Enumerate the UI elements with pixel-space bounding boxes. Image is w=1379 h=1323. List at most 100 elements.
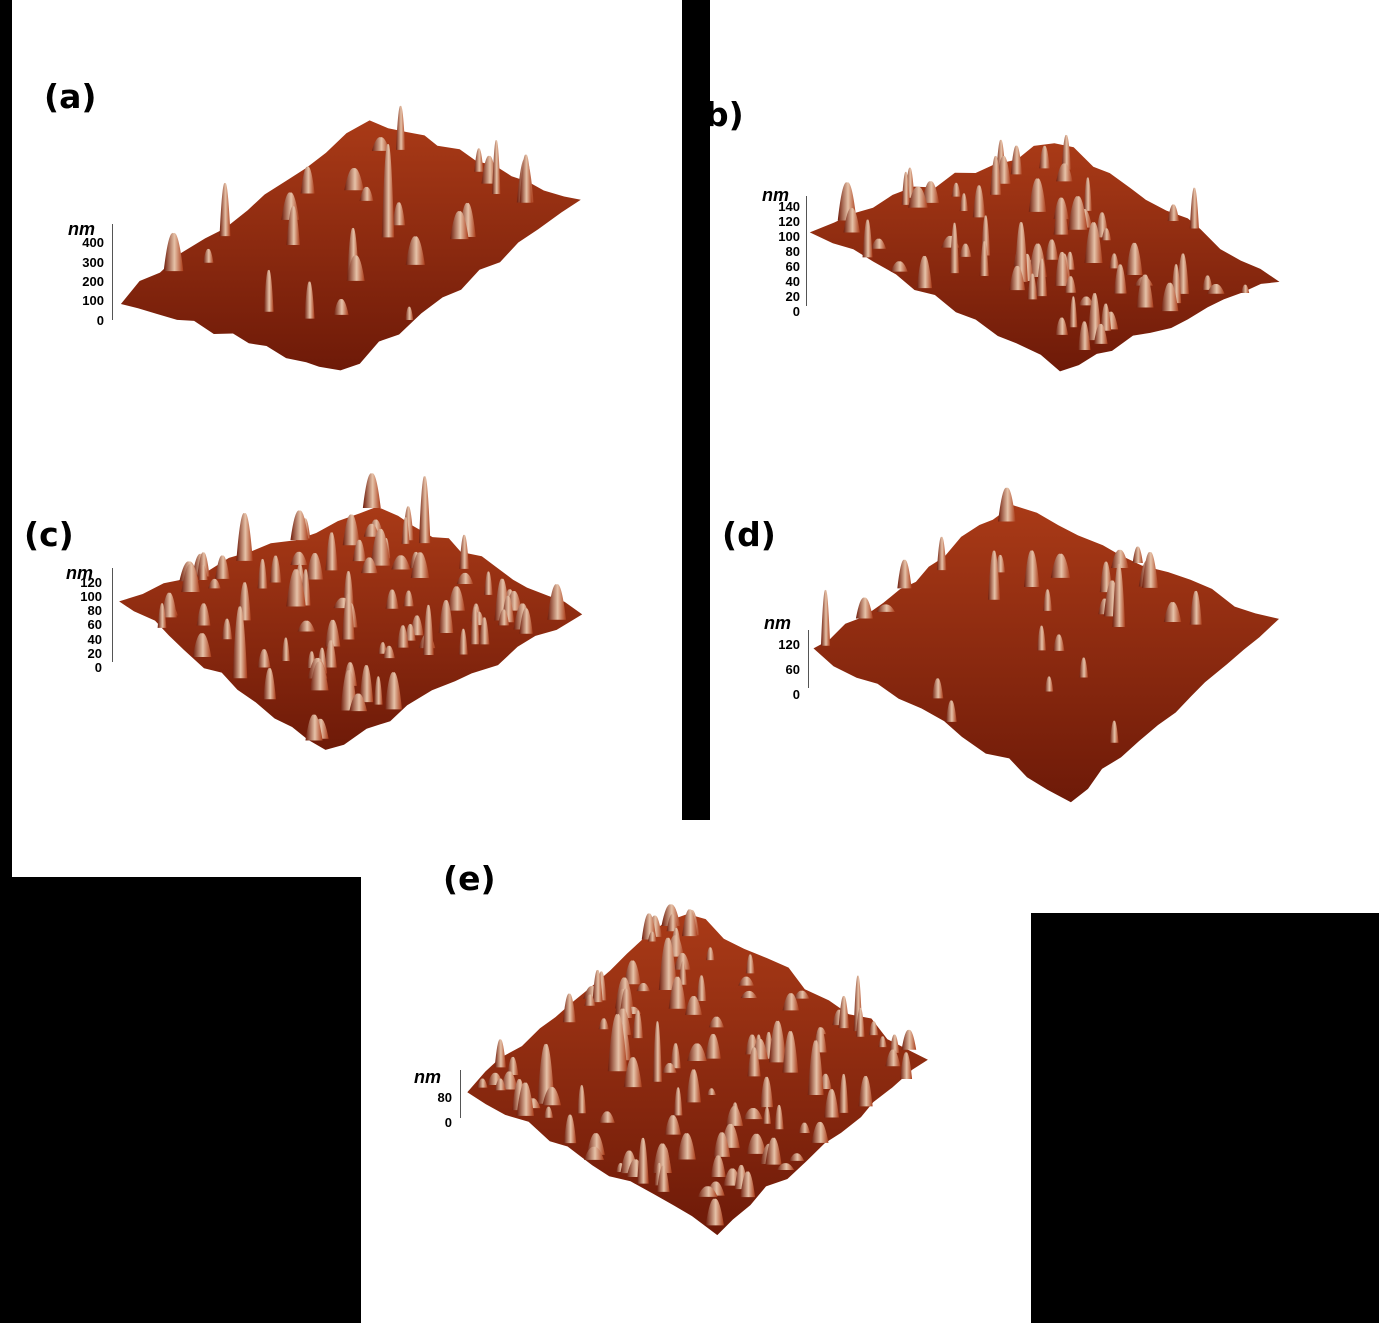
surface-peak [542,1086,562,1106]
surface-peak [710,1155,726,1177]
surface-peak [697,1186,718,1197]
surface-peak [342,514,360,546]
surface-peak [890,261,908,272]
surface-peak [371,137,390,151]
surface-peak [203,248,214,263]
surface-peak [637,1137,649,1184]
surface-peak [373,676,383,705]
z-tick-b-0: 0 [792,304,800,319]
surface-peak [403,590,414,607]
surface-peak [519,608,533,634]
surface-peak [458,628,468,655]
surface-peak [678,961,687,985]
surface-peak [687,1043,707,1061]
surface-peak [361,557,378,574]
surface-peak [706,947,715,961]
surface-peak [500,1071,518,1090]
surface-peak [647,931,657,942]
surface-peak [743,1108,763,1120]
surface-peak [363,523,380,537]
surface-peak [547,584,567,620]
z-tick-c-20: 20 [87,646,102,661]
surface-peak [674,952,691,970]
surface-peak [936,536,947,571]
surface-peak [662,1063,677,1073]
surface-peak [871,238,887,249]
surface-peak [798,1122,811,1134]
surface-peak [1053,634,1065,651]
surface-peak [624,960,641,985]
surface-peak [577,1084,587,1114]
surface-peak [405,236,425,265]
surface-peak [774,1104,784,1130]
surface-peak [392,202,406,226]
surface-peak [304,281,315,319]
surface-peak [945,700,957,722]
surface-peak [681,909,698,937]
surface-peak [1053,201,1069,235]
surface-peak [1207,283,1225,294]
surface-peak [658,937,678,990]
surface-peak [1189,187,1199,229]
surface-peak [192,633,212,658]
surface-peak [768,1020,787,1063]
surface-peak [498,609,510,626]
surface-peak [843,208,860,233]
surface-peak [281,637,290,662]
surface-peak [996,155,1011,184]
surface-peak [1036,258,1047,297]
panel-background-bottom-right [682,820,1379,913]
surface-peak [677,1133,696,1160]
surface-peak [908,186,928,208]
surface-peak [470,606,480,645]
surface-peak [598,1018,609,1030]
surface-peak [1202,275,1213,290]
surface-peak [362,473,381,508]
z-tick-a-100: 100 [82,293,104,308]
surface-peak [477,1078,488,1088]
surface-peak [1043,589,1052,611]
surface-peak [297,620,316,632]
surface-peak [263,667,276,700]
surface-peak [290,551,308,565]
surface-peak [544,1106,554,1118]
surface-peak [208,578,221,589]
z-tick-c-120: 120 [80,575,102,590]
surface-peak [161,592,177,618]
surface-peak [1050,553,1071,578]
surface-peak [782,993,800,1011]
z-tick-e-0: 0 [444,1115,452,1130]
panel-label-b: b) [705,95,744,134]
surface-peak [931,678,944,699]
surface-peak [747,1047,761,1077]
surface-peak [823,1088,840,1118]
surface-peak [1241,284,1250,293]
surface-peak [738,976,754,986]
surface-peak [1055,317,1068,335]
surface-peak [1109,253,1120,269]
surface-peak [1112,563,1126,627]
surface-peak [862,219,873,258]
surface-peak [198,565,208,581]
surface-peak [1079,657,1089,678]
surface-peak [221,618,233,640]
surface-peak [959,243,972,257]
surface-peak [623,1057,642,1088]
surface-peak [459,534,469,569]
z-axis-unit-e: nm [414,1067,441,1087]
surface-peak [901,1029,917,1050]
surface-peak [401,517,410,544]
z-axis-d [808,630,809,688]
surface-peak [456,572,474,585]
surface-peak [668,976,687,1009]
z-tick-a-200: 200 [82,274,104,289]
surface-peak [949,222,960,274]
z-axis-b [806,196,807,306]
surface-peak [1132,546,1143,563]
surface-peak [685,995,703,1015]
surface-peak [494,1039,506,1068]
z-tick-b-100: 100 [778,229,800,244]
z-tick-e-80: 80 [437,1090,452,1105]
